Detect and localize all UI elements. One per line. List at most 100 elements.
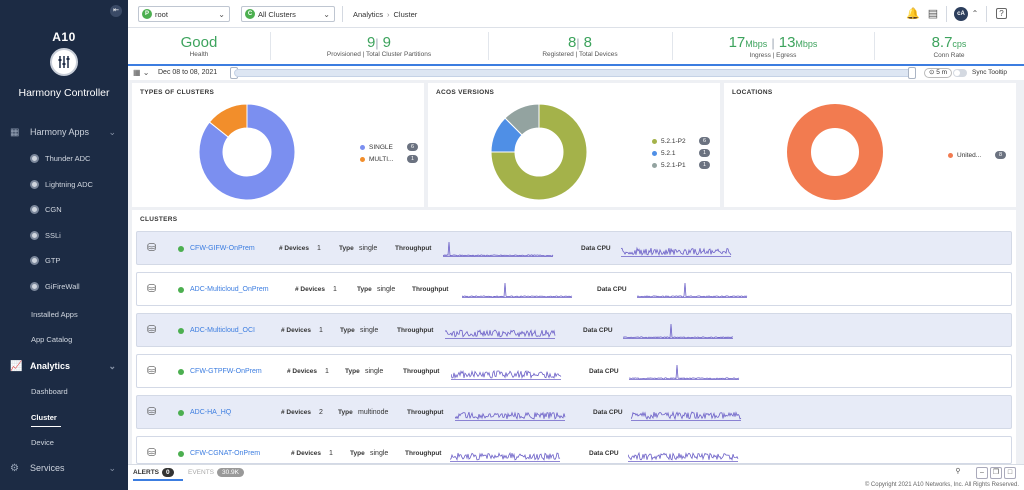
throughput-label: Throughput xyxy=(403,368,440,375)
tab-alerts[interactable]: ALERTS 0 xyxy=(133,468,183,481)
nav-section-label: Analytics xyxy=(30,361,71,371)
legend-item[interactable]: 5.2.1 1 xyxy=(652,147,711,159)
nav-harmony-apps[interactable]: ▦ Harmony Apps ⌄ xyxy=(10,124,120,140)
calendar-icon[interactable]: ▦ ⌄ xyxy=(133,68,150,77)
tab-events[interactable]: EVENTS 30.9K xyxy=(188,468,245,477)
services-gear-icon: ⚙ xyxy=(10,462,19,474)
throughput-sparkline xyxy=(462,282,573,298)
sparkline-series xyxy=(455,411,566,420)
cluster-row[interactable]: ⛁ CFW-GIFW-OnPrem # Devices 1 Type single Thro… xyxy=(136,231,1012,265)
donut-slice-single[interactable] xyxy=(198,103,296,201)
provider-badge-icon: P xyxy=(142,9,152,19)
help-icon[interactable]: ? xyxy=(996,8,1007,19)
legend-item[interactable]: 5.2.1-P2 6 xyxy=(652,135,711,147)
restore-panel-icon[interactable]: ❐ xyxy=(990,467,1002,479)
chevron-down-icon: ⌄ xyxy=(108,126,116,137)
donut-slice-united[interactable] xyxy=(787,104,883,200)
nav-item-app-catalog[interactable]: App Catalog xyxy=(31,335,73,344)
cpu-label: Data CPU xyxy=(593,409,623,416)
type-label: Type xyxy=(345,368,360,375)
cluster-row[interactable]: ⛁ ADC-HA_HQ # Devices 2 Type multinode Through… xyxy=(136,395,1012,429)
apps-grid-icon: ▦ xyxy=(10,126,20,138)
cluster-row[interactable]: ⛁ ADC-Multicloud_OnPrem # Devices 1 Type sing… xyxy=(136,272,1012,306)
app-title: Harmony Controller xyxy=(18,87,110,99)
bottom-bar: ALERTS 0 EVENTS 30.9K ⚲ – ❐ □ © Copyright … xyxy=(128,464,1024,490)
calendar-icon[interactable]: ▤ xyxy=(927,8,939,20)
cluster-name-link[interactable]: CFW-CGNAT-OnPrem xyxy=(190,450,261,457)
nav-item-cgn[interactable]: CGN xyxy=(30,202,120,216)
nav-item-label: GTP xyxy=(45,255,61,265)
maximize-panel-icon[interactable]: □ xyxy=(1004,467,1016,479)
time-range-slider[interactable] xyxy=(234,69,914,77)
nav-item-dashboard[interactable]: Dashboard xyxy=(31,387,68,396)
devices-label: # Devices xyxy=(279,245,309,252)
kpi-label: Provisioned | Total Cluster Partitions xyxy=(326,51,432,58)
nav-item-installed-apps[interactable]: Installed Apps xyxy=(31,310,78,319)
cpu-sparkline xyxy=(629,364,740,380)
throughput-sparkline xyxy=(451,369,562,380)
type-label: Type xyxy=(338,409,353,416)
avatar[interactable]: cA xyxy=(954,7,968,21)
server-icon: ⛁ xyxy=(147,283,157,295)
divider xyxy=(986,6,987,22)
cluster-row[interactable]: ⛁ CFW-CGNAT-OnPrem # Devices 1 Type single Thr… xyxy=(136,436,1012,464)
legend-item[interactable]: SINGLE 6 xyxy=(360,141,419,153)
cluster-select[interactable]: C All Clusters ⌄ xyxy=(241,6,335,22)
time-range-bar: ▦ ⌄ Dec 08 to 08, 2021 ⊙ 5 m Sync Toolti… xyxy=(128,66,1024,80)
app-icon xyxy=(30,179,39,189)
cluster-name-link[interactable]: ADC-HA_HQ xyxy=(190,409,232,416)
legend-item[interactable]: United... 8 xyxy=(948,149,1007,161)
legend-item[interactable]: MULTI... 1 xyxy=(360,153,419,165)
divider xyxy=(874,32,875,60)
donut-slice-multi[interactable] xyxy=(208,103,248,138)
type-value: multinode xyxy=(358,409,389,416)
cpu-label: Data CPU xyxy=(581,245,611,252)
range-end-handle[interactable] xyxy=(908,67,916,79)
interval-select[interactable]: ⊙ 5 m xyxy=(924,68,953,78)
cluster-row[interactable]: ⛁ ADC-Multicloud_OCI # Devices 1 Type single T… xyxy=(136,313,1012,347)
nav-services[interactable]: ⚙ Services ⌄ xyxy=(10,460,120,476)
donut-slice-5-2-1-p1[interactable] xyxy=(504,103,540,136)
cpu-label: Data CPU xyxy=(589,368,619,375)
sync-tooltip-toggle[interactable] xyxy=(953,69,967,77)
breadcrumb-analytics[interactable]: Analytics xyxy=(353,10,384,19)
nav-analytics[interactable]: 📈 Analytics ⌄ xyxy=(10,358,120,374)
nav-item-sslI[interactable]: SSLi xyxy=(30,228,120,242)
cluster-row[interactable]: ⛁ CFW-GTPFW-OnPrem # Devices 1 Type single Thr… xyxy=(136,354,1012,388)
breadcrumb-separator-icon: › xyxy=(387,10,390,19)
minimize-panel-icon[interactable]: – xyxy=(976,467,988,479)
type-value: single xyxy=(377,286,396,293)
donut-slice-5-2-1-p2[interactable] xyxy=(490,103,588,201)
cluster-name-link[interactable]: CFW-GIFW-OnPrem xyxy=(190,245,255,252)
status-ok-icon xyxy=(178,369,184,375)
nav-item-gtp[interactable]: GTP xyxy=(30,253,120,267)
cluster-name-link[interactable]: CFW-GTPFW-OnPrem xyxy=(190,368,262,375)
devices-label: # Devices xyxy=(281,409,311,416)
cluster-name-link[interactable]: ADC-Multicloud_OnPrem xyxy=(190,286,269,293)
provider-select[interactable]: P root ⌄ xyxy=(138,6,230,22)
nav-item-gifirewall[interactable]: GiFireWall xyxy=(30,279,120,293)
app-icon xyxy=(30,255,39,265)
panel-title: ACOS VERSIONS xyxy=(436,89,495,96)
harmony-logo-icon xyxy=(50,48,78,76)
notification-icon[interactable]: ⚲ xyxy=(952,467,964,479)
legend-item[interactable]: 5.2.1-P1 1 xyxy=(652,159,711,171)
kpi-underline xyxy=(128,64,1024,66)
legend-count: 1 xyxy=(699,161,711,169)
kpi-bar: Good Health 9| 9 Provisioned | Total Clu… xyxy=(128,28,1024,64)
nav-item-device[interactable]: Device xyxy=(31,438,54,447)
nav-item-thunder-adc[interactable]: Thunder ADC xyxy=(30,151,120,165)
sparkline-series xyxy=(631,410,742,421)
nav-item-lightning-adc[interactable]: Lightning ADC xyxy=(30,177,120,191)
kpi-value: 8| 8 xyxy=(488,28,672,56)
nav-item-cluster[interactable]: Cluster xyxy=(31,413,61,427)
cpu-sparkline xyxy=(631,410,742,421)
kpi-separator: | xyxy=(375,36,379,50)
cluster-name-link[interactable]: ADC-Multicloud_OCI xyxy=(190,327,255,334)
cpu-sparkline xyxy=(621,246,732,257)
bell-icon[interactable]: 🔔 xyxy=(906,8,920,20)
collapse-sidebar-icon[interactable]: ⇤ xyxy=(110,5,122,17)
date-range[interactable]: Dec 08 to 08, 2021 xyxy=(158,69,218,76)
sparkline-series xyxy=(445,329,556,339)
chevron-up-icon[interactable]: ⌃ xyxy=(971,9,979,18)
